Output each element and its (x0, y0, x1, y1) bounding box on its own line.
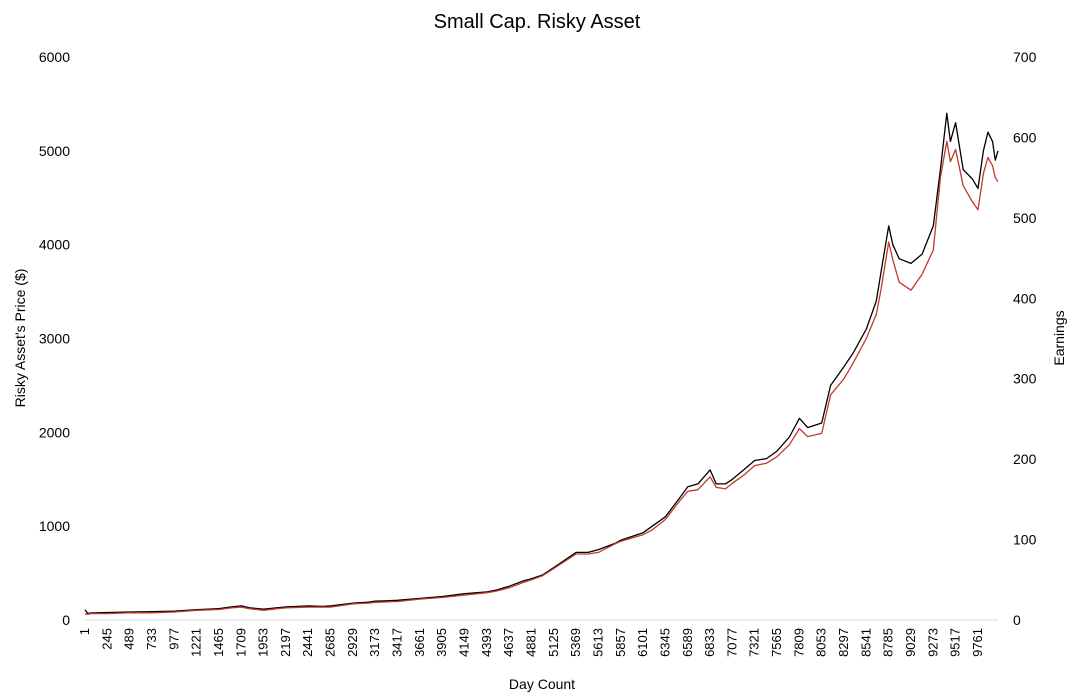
x-tick-label: 733 (144, 628, 159, 650)
x-tick-label: 9517 (948, 628, 963, 657)
x-tick-label: 8785 (881, 628, 896, 657)
x-tick-label: 489 (122, 628, 137, 650)
y-tick-label-left: 4000 (39, 237, 70, 253)
y-tick-label-left: 3000 (39, 331, 70, 347)
x-tick-label: 9761 (970, 628, 985, 657)
x-tick-label: 9029 (903, 628, 918, 657)
x-tick-label: 4149 (457, 628, 472, 657)
x-tick-label: 3905 (434, 628, 449, 657)
x-tick-label: 1 (77, 628, 92, 635)
x-tick-label: 3661 (412, 628, 427, 657)
y-tick-label-right: 700 (1013, 49, 1037, 65)
chart-title: Small Cap. Risky Asset (434, 11, 641, 33)
x-tick-label: 6101 (635, 628, 650, 657)
x-tick-label: 7565 (769, 628, 784, 657)
y-tick-label-right: 400 (1013, 290, 1037, 306)
x-tick-label: 2929 (345, 628, 360, 657)
series-line-earnings (84, 140, 999, 616)
x-tick-label: 8297 (836, 628, 851, 657)
series-layer (84, 112, 999, 616)
x-tick-label: 1221 (189, 628, 204, 657)
x-tick-label: 3417 (390, 628, 405, 657)
y-tick-label-left: 0 (62, 612, 70, 628)
x-axis-label: Day Count (509, 676, 575, 692)
x-tick-label: 5369 (568, 628, 583, 657)
y-tick-label-right: 0 (1013, 612, 1021, 628)
x-tick-label: 1465 (211, 628, 226, 657)
x-tick-label: 2685 (323, 628, 338, 657)
x-tick-label: 5613 (590, 628, 605, 657)
x-tick-label: 5857 (613, 628, 628, 657)
y-tick-label-right: 300 (1013, 371, 1037, 387)
x-tick-label: 7809 (791, 628, 806, 657)
x-tick-label: 3173 (367, 628, 382, 657)
x-tick-label: 6589 (680, 628, 695, 657)
x-tick-label: 4393 (479, 628, 494, 657)
x-tick-label: 1953 (256, 628, 271, 657)
x-tick-label: 8541 (858, 628, 873, 657)
x-tick-label: 2197 (278, 628, 293, 657)
y-tick-label-left: 5000 (39, 143, 70, 159)
y-axis-label-left: Risky Asset's Price ($) (12, 269, 28, 408)
x-ticks: 1 245 489 733 977 1221 1465 1709 1953 2197 2441 268… (77, 628, 985, 657)
x-tick-label: 7077 (724, 628, 739, 657)
x-tick-label: 245 (99, 628, 114, 650)
y-tick-label-right: 100 (1013, 532, 1037, 548)
x-tick-label: 977 (166, 628, 181, 650)
y-tick-label-right: 600 (1013, 129, 1037, 145)
series-line-price (84, 112, 999, 615)
x-tick-label: 6345 (657, 628, 672, 657)
x-tick-label: 4881 (523, 628, 538, 657)
y-tick-label-left: 2000 (39, 424, 70, 440)
x-tick-label: 7321 (747, 628, 762, 657)
x-tick-label: 5125 (546, 628, 561, 657)
y-tick-label-right: 200 (1013, 451, 1037, 467)
x-tick-label: 8053 (814, 628, 829, 657)
x-tick-label: 6833 (702, 628, 717, 657)
y-tick-label-left: 1000 (39, 518, 70, 534)
y-tick-label-right: 500 (1013, 210, 1037, 226)
y-tick-label-left: 6000 (39, 49, 70, 65)
y-axis-label-right: Earnings (1051, 310, 1067, 365)
x-tick-label: 2441 (300, 628, 315, 657)
y-ticks-right: 0 100 200 300 400 500 600 700 (1013, 49, 1037, 628)
x-tick-label: 4637 (501, 628, 516, 657)
x-tick-label: 1709 (233, 628, 248, 657)
x-tick-label: 9273 (925, 628, 940, 657)
y-ticks-left: 0 1000 2000 3000 4000 5000 6000 (39, 49, 70, 628)
